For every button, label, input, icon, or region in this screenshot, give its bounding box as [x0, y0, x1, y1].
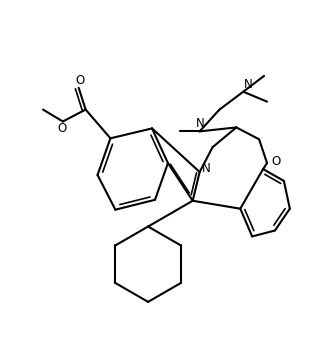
Text: N: N [244, 78, 252, 91]
Text: N: N [196, 117, 205, 130]
Text: N: N [202, 162, 211, 174]
Text: O: O [57, 122, 66, 135]
Text: O: O [271, 155, 280, 168]
Text: O: O [75, 74, 84, 87]
